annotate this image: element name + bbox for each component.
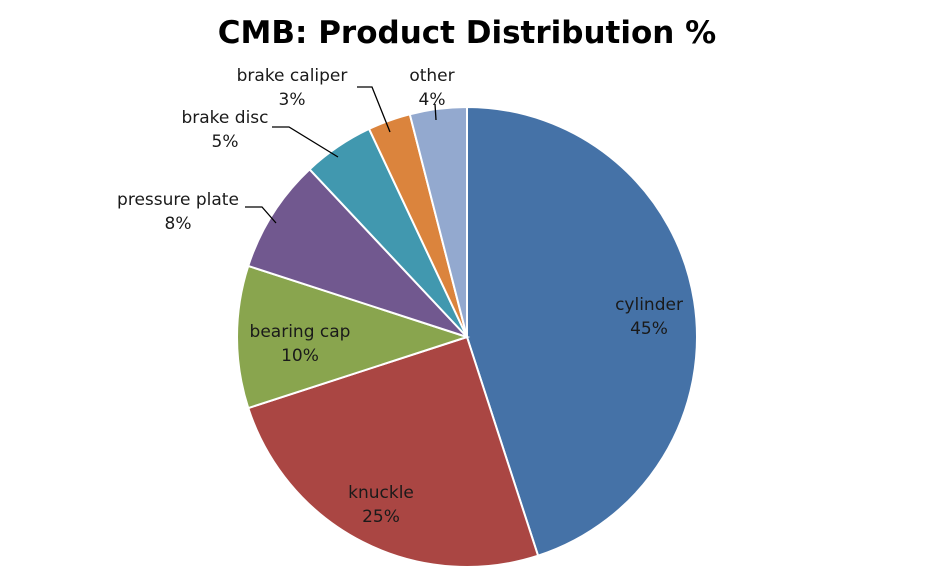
slice-label-brake-caliper: brake caliper bbox=[237, 66, 348, 86]
chart-title: CMB: Product Distribution % bbox=[218, 15, 716, 51]
slice-value-bearing-cap: 10% bbox=[281, 346, 319, 366]
pie-slice-cylinder bbox=[466, 105, 698, 558]
slice-label-brake-disc: brake disc bbox=[181, 108, 268, 128]
pie-slices bbox=[236, 105, 698, 568]
slice-label-pressure-plate: pressure plate bbox=[117, 190, 239, 210]
slice-labels: cylinder 45% knuckle 25% bearing cap 10% press… bbox=[117, 66, 683, 527]
leader-lines bbox=[245, 86, 437, 224]
pie-slice-pressure-plate bbox=[246, 167, 468, 338]
pie-slice-knuckle bbox=[246, 335, 540, 568]
leader-line-pressure-plate bbox=[245, 206, 277, 224]
leader-line-brake-caliper bbox=[357, 86, 391, 133]
pie-slice-other bbox=[408, 105, 468, 338]
slice-value-knuckle: 25% bbox=[362, 507, 400, 527]
slice-value-pressure-plate: 8% bbox=[165, 214, 192, 234]
leader-line-other bbox=[434, 103, 437, 121]
slice-value-other: 4% bbox=[419, 90, 446, 110]
leader-line-brake-disc bbox=[272, 126, 339, 158]
slice-label-knuckle: knuckle bbox=[348, 483, 414, 503]
slice-value-brake-disc: 5% bbox=[212, 132, 239, 152]
pie-slice-bearing-cap bbox=[236, 264, 471, 410]
slice-label-cylinder: cylinder bbox=[615, 295, 683, 315]
slice-value-cylinder: 45% bbox=[630, 319, 668, 339]
slice-label-bearing-cap: bearing cap bbox=[250, 322, 351, 342]
slice-value-brake-caliper: 3% bbox=[279, 90, 306, 110]
slice-label-other: other bbox=[409, 66, 454, 86]
